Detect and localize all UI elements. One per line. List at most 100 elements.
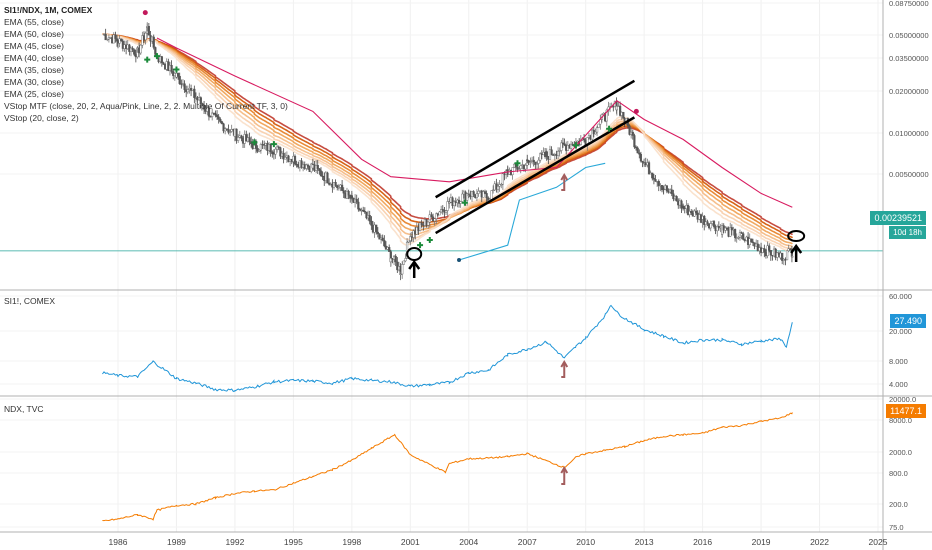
candle-body (219, 119, 222, 122)
ema-line (102, 33, 793, 236)
indicator-label[interactable]: EMA (35, close) (4, 65, 64, 75)
candle-body (319, 170, 323, 177)
candle-body (409, 236, 412, 241)
candle-body (729, 227, 732, 237)
candle-body (401, 264, 404, 275)
candle-body (706, 221, 709, 225)
candle-body (561, 142, 565, 144)
candle-body (446, 201, 449, 211)
indicator-label[interactable]: EMA (25, close) (4, 89, 64, 99)
candle-body (690, 210, 693, 214)
candle-body (404, 258, 407, 262)
candle-body (215, 114, 219, 118)
candle-body (274, 148, 277, 155)
y-tick-label: 0.00500000 (889, 170, 929, 179)
candle-body (751, 241, 755, 243)
indicator-label[interactable]: EMA (45, close) (4, 41, 64, 51)
candle-body (186, 89, 189, 93)
candle-body (347, 190, 350, 196)
candle-body (781, 252, 784, 261)
candle-body (350, 195, 353, 199)
candle-body (654, 179, 657, 182)
ratio-series (102, 22, 794, 281)
ndx-series (102, 412, 793, 522)
x-tick-label: 2010 (576, 537, 595, 547)
candle-body (619, 105, 622, 116)
indicator-label[interactable]: VStop (20, close, 2) (4, 113, 79, 123)
y-tick-label: 60.000 (889, 292, 912, 301)
candle-body (466, 193, 469, 201)
candle-body (193, 88, 196, 98)
candle-body (378, 233, 381, 240)
candle-body (220, 121, 224, 124)
candle-body (141, 35, 144, 46)
candle-body (418, 222, 422, 231)
candle-body (485, 193, 488, 199)
arrow-up-2020-head (790, 243, 803, 254)
arrow-up-2001-head (408, 259, 421, 270)
candle-body (114, 34, 117, 39)
vstop-signal-marker (426, 237, 433, 244)
candle-body (695, 210, 698, 214)
candle-body (300, 160, 303, 168)
candle-body (259, 144, 263, 151)
candle-body (524, 165, 527, 170)
candle-body (556, 151, 560, 156)
y-tick-label: 0.02000000 (889, 87, 929, 96)
vstop-signal-marker (514, 160, 521, 167)
candle-body (686, 205, 690, 215)
vstop-signal-marker (173, 66, 180, 73)
candle-body (341, 184, 344, 191)
arrow-2008-silver (561, 364, 566, 378)
candle-body (639, 154, 643, 162)
indicator-label[interactable]: VStop MTF (close, 20, 2, Aqua/Pink, Line… (4, 101, 288, 111)
candle-body (240, 135, 243, 139)
candle-body (104, 33, 107, 41)
y-tick-label: 4.000 (889, 380, 908, 389)
annotations (144, 53, 806, 485)
vstop-lines (142, 10, 793, 262)
ema-ribbon (102, 33, 793, 252)
candle-body (660, 185, 664, 191)
y-tick-label: 0.01000000 (889, 129, 929, 138)
x-tick-label: 2013 (635, 537, 654, 547)
candle-body (328, 182, 331, 185)
indicator-label[interactable]: EMA (40, close) (4, 53, 64, 63)
candle-body (680, 200, 683, 209)
candle-body (235, 128, 238, 141)
candle-body (641, 160, 644, 163)
candle-body (399, 273, 402, 276)
candle-body (133, 49, 136, 55)
channel-upper-line (435, 79, 636, 199)
candle-body (605, 109, 608, 122)
arrow-2008-main (561, 177, 566, 191)
candle-body (750, 238, 753, 243)
y-tick-label: 75.0 (889, 523, 904, 532)
x-tick-label: 2001 (401, 537, 420, 547)
indicator-label[interactable]: EMA (55, close) (4, 17, 64, 27)
vstop-signal-marker (572, 142, 579, 149)
candle-body (519, 165, 522, 169)
vstop-pink-line (156, 37, 793, 208)
indicator-label[interactable]: EMA (30, close) (4, 77, 64, 87)
candle-body (222, 123, 225, 132)
ndx-price-badge: 11477.1 (886, 404, 926, 418)
candle-body (539, 153, 542, 161)
candle-body (703, 215, 706, 225)
candle-body (106, 38, 109, 41)
indicator-label[interactable]: EMA (50, close) (4, 29, 64, 39)
candle-body (693, 210, 696, 217)
vstop-signal-marker (270, 141, 277, 148)
candle-body (716, 226, 719, 232)
candle-body (170, 65, 173, 72)
silver-series (102, 304, 793, 393)
ema-line (102, 33, 793, 252)
candle-body (228, 131, 232, 133)
candle-body (131, 47, 134, 51)
candle-body (550, 149, 553, 155)
candle-body (363, 211, 366, 213)
candle-body (139, 44, 142, 54)
candle-body (763, 248, 766, 253)
candle-body (518, 168, 521, 170)
